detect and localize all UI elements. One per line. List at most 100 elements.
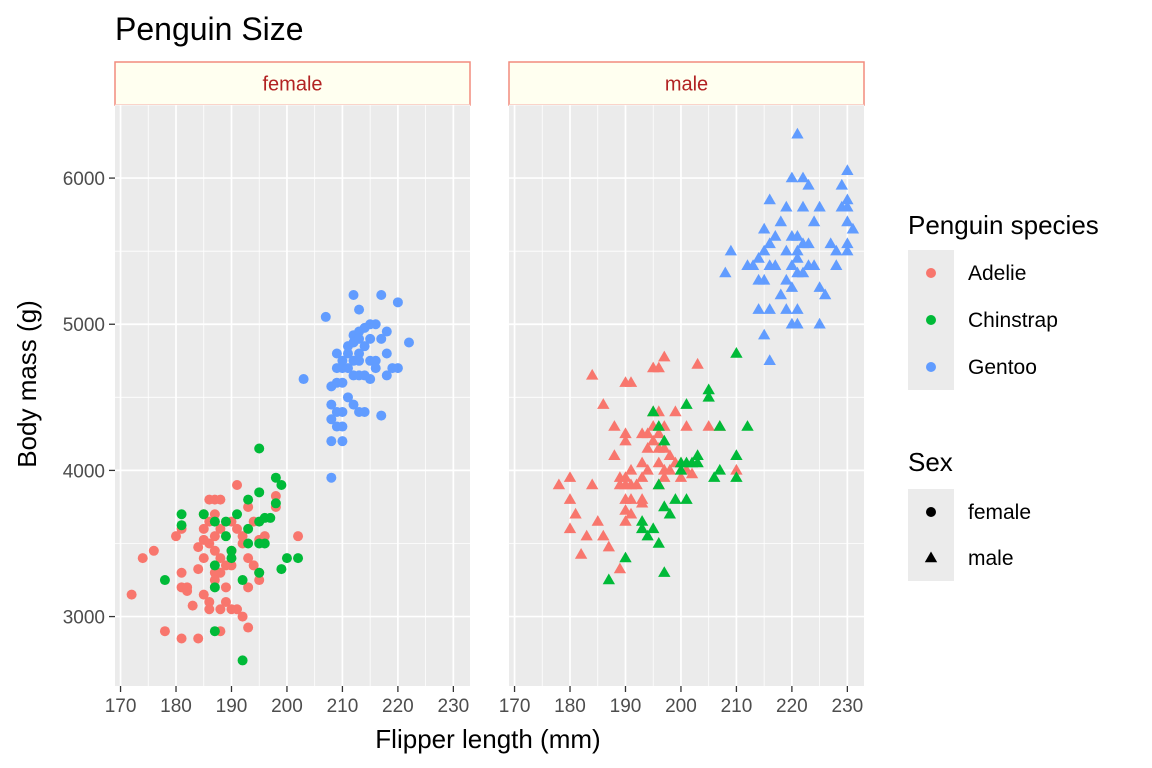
data-point [680,493,693,504]
data-point [331,348,342,359]
data-point [719,266,732,278]
data-point [802,237,815,249]
legend-title-species: Penguin species [908,210,1099,240]
data-point [608,420,621,431]
data-point [215,494,226,505]
x-tick-label: 210 [327,696,359,717]
data-point [763,303,776,314]
data-point [198,553,209,564]
data-point [209,560,220,571]
data-point [752,252,765,263]
data-point [337,377,348,388]
data-point [376,290,387,301]
data-point [209,575,220,586]
data-point [780,273,793,285]
data-point [365,333,376,344]
data-point [365,374,376,385]
data-point [232,523,243,534]
data-point [602,573,615,585]
data-point [602,540,615,552]
data-point [824,237,837,249]
x-tick-label: 190 [610,696,642,717]
data-point [713,463,726,475]
data-point [641,442,654,453]
data-point [193,633,204,644]
data-point [552,478,566,490]
data-point [746,259,760,270]
data-point [337,406,348,417]
data-point [209,545,220,556]
data-point [204,596,215,607]
data-point [126,589,137,600]
x-axis-title: Flipper length (mm) [375,724,600,754]
x-tick-label: 200 [665,696,697,717]
data-point [359,341,370,352]
data-point [752,303,765,314]
x-tick-label: 230 [438,696,470,717]
data-point [171,531,182,542]
data-point [652,478,665,490]
facet-strip [114,61,471,106]
facet-panel-female: female 170 180 190 200 210 220 230 3000 4000 5000 6… [63,61,471,717]
data-point [669,405,682,417]
y-tick-label: 3000 [63,608,105,629]
legend-key-box-sex [908,489,954,581]
data-point [652,420,665,431]
data-point [293,553,304,564]
data-point [176,509,187,520]
data-point [641,427,654,439]
data-point [226,545,237,556]
data-point [193,542,204,553]
data-point [226,560,237,571]
data-point [243,494,254,505]
data-point [774,288,787,300]
data-point [730,449,743,460]
data-point [658,500,671,512]
data-point [237,575,248,586]
data-point [652,361,665,373]
data-point [647,405,660,417]
data-point [326,414,337,425]
data-point [713,420,726,431]
data-point [758,328,771,340]
data-point [680,420,693,431]
data-point [658,442,671,453]
data-point [791,230,804,241]
data-point [624,507,638,519]
data-point [647,522,660,534]
data-point [293,531,304,542]
data-point [198,523,209,534]
legend-key-gentoo [926,362,936,372]
series-gentoo-female [298,290,414,483]
data-point [176,633,187,644]
facet-strip [508,61,865,106]
data-point [685,467,699,479]
data-point [636,522,649,534]
data-point [619,427,632,439]
legend: Penguin species Adelie Chinstrap Gentoo Sex f… [908,210,1099,581]
data-point [636,471,649,482]
data-point [259,531,270,542]
data-point [563,471,577,482]
data-point [669,493,682,504]
data-point [326,436,337,447]
data-point [370,319,381,330]
data-point [193,564,204,575]
data-point [254,575,265,586]
data-point [359,406,370,417]
data-point [807,259,821,270]
data-point [663,449,676,460]
x-tick-label: 220 [776,696,808,717]
data-point [220,516,231,527]
data-point [791,252,804,263]
legend-label-female: female [968,501,1031,524]
data-point [785,259,799,270]
data-point [381,370,392,381]
data-point [220,531,231,542]
x-tick-label: 220 [382,696,414,717]
data-point [624,493,638,504]
data-point [281,553,292,564]
y-axis-title: Body mass (g) [12,300,42,468]
data-point [270,490,281,501]
data-point [774,215,787,227]
